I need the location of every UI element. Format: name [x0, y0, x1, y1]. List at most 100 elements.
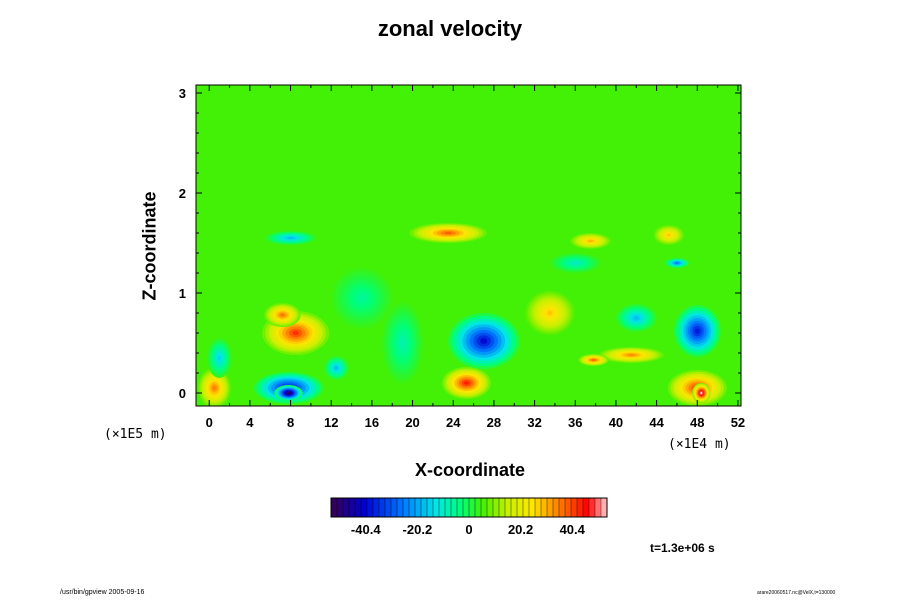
colorbar-segment: [403, 498, 410, 517]
y-axis-scale-note: (×1E5 m): [104, 427, 167, 442]
heatmap-feature-18: [549, 253, 601, 273]
colorbar-segment: [481, 498, 488, 517]
heatmap-contour: [218, 356, 221, 360]
heatmap-contour: [292, 330, 300, 336]
heatmap-feature-3: [274, 385, 303, 401]
heatmap-field: [196, 85, 741, 406]
heatmap-contour: [627, 354, 635, 356]
heatmap-feature-15: [653, 225, 685, 245]
x-axis-scale-note: (×1E4 m): [668, 437, 731, 452]
colorbar-segment: [457, 498, 464, 517]
x-tick-label: 44: [649, 415, 664, 430]
x-tick-label: 4: [246, 415, 254, 430]
heatmap-contour: [288, 237, 294, 239]
colorbar-segment: [421, 498, 428, 517]
heatmap-contour: [634, 316, 639, 320]
colorbar-tick-label: 0: [465, 522, 472, 537]
heatmap-feature-13: [409, 223, 487, 243]
colorbar-segment: [601, 498, 608, 517]
heatmap-contour: [592, 359, 596, 361]
heatmap-feature-22: [324, 356, 349, 380]
heatmap-contour: [280, 313, 285, 317]
heatmap-feature-4: [198, 368, 231, 406]
heatmap-feature-7: [525, 291, 575, 335]
colorbar-segment: [415, 498, 422, 517]
x-tick-label: 20: [405, 415, 419, 430]
heatmap-contour: [480, 338, 488, 344]
colorbar-segment: [547, 498, 554, 517]
heatmap-feature-14: [570, 233, 611, 249]
y-tick-label: 2: [179, 186, 186, 201]
heatmap-feature-9: [578, 354, 609, 366]
colorbar-segment: [553, 498, 560, 517]
x-tick-label: 52: [731, 415, 745, 430]
colorbar-segment: [529, 498, 536, 517]
colorbar-segment: [493, 498, 500, 517]
colorbar-segment: [475, 498, 482, 517]
heatmap-contour: [212, 386, 216, 390]
colorbar-segment: [355, 498, 362, 517]
colorbar-segment: [367, 498, 374, 517]
colorbar-tick-label: 40.4: [560, 522, 586, 537]
x-tick-label: 8: [287, 415, 294, 430]
heatmap-feature-8: [598, 347, 664, 363]
plot-frame: [195, 84, 742, 407]
colorbar-segment: [397, 498, 404, 517]
chart-title: zonal velocity: [377, 16, 523, 41]
x-tick-label: 28: [487, 415, 501, 430]
x-tick-label: 40: [609, 415, 623, 430]
heatmap-feature-23: [615, 304, 657, 332]
y-tick-label: 1: [179, 286, 186, 301]
heatmap-contour: [358, 295, 365, 301]
colorbar-segment: [595, 498, 602, 517]
colorbar-segment: [469, 498, 476, 517]
x-tick-label: 36: [568, 415, 582, 430]
heatmap-feature-5: [448, 313, 520, 369]
x-tick-label: 24: [446, 415, 461, 430]
colorbar-segment: [523, 498, 530, 517]
heatmap-feature-21: [207, 338, 232, 378]
colorbar-tick-label: -40.4: [351, 522, 381, 537]
colorbar-segment: [583, 498, 590, 517]
heatmap-contour: [335, 366, 338, 370]
heatmap-feature-10: [673, 305, 721, 357]
heatmap-contour: [464, 381, 469, 385]
colorbar-segment: [337, 498, 344, 517]
heatmap-contour: [572, 262, 578, 264]
colorbar-segment: [427, 498, 434, 517]
heatmap-contour: [400, 339, 405, 347]
heatmap-feature-17: [664, 258, 690, 268]
y-tick-label: 3: [179, 86, 186, 101]
heatmap-feature-16: [265, 231, 316, 245]
colorbar-segment: [511, 498, 518, 517]
x-axis-label: X-coordinate: [414, 460, 525, 480]
colorbar-segment: [379, 498, 386, 517]
heatmap-feature-20: [382, 303, 423, 383]
heatmap-contour: [547, 310, 553, 316]
x-tick-label: 48: [690, 415, 704, 430]
colorbar-segment: [331, 498, 338, 517]
colorbar-segment: [439, 498, 446, 517]
y-tick-label: 0: [179, 386, 186, 401]
colorbar-segment: [577, 498, 584, 517]
heatmap-contour: [700, 392, 703, 394]
heatmap-contour: [287, 392, 290, 394]
x-tick-label: 16: [365, 415, 379, 430]
heatmap-contour: [694, 328, 700, 334]
x-tick-label: 32: [527, 415, 541, 430]
colorbar-segment: [505, 498, 512, 517]
colorbar-tick-label: -20.2: [403, 522, 433, 537]
colorbar-segment: [391, 498, 398, 517]
colorbar-frame: [330, 497, 608, 518]
heatmap-feature-19: [331, 268, 393, 328]
x-tick-label: 0: [206, 415, 213, 430]
colorbar: -40.4 -20.2 0 20.2 40.4: [330, 497, 608, 537]
colorbar-segment: [565, 498, 572, 517]
heatmap-contour: [667, 234, 671, 236]
program-annotation: /usr/bin/gpview 2005-09-16: [60, 589, 145, 596]
heatmap-feature-1: [264, 303, 301, 327]
heatmap-contour: [588, 240, 593, 242]
heatmap-feature-6: [442, 367, 491, 399]
